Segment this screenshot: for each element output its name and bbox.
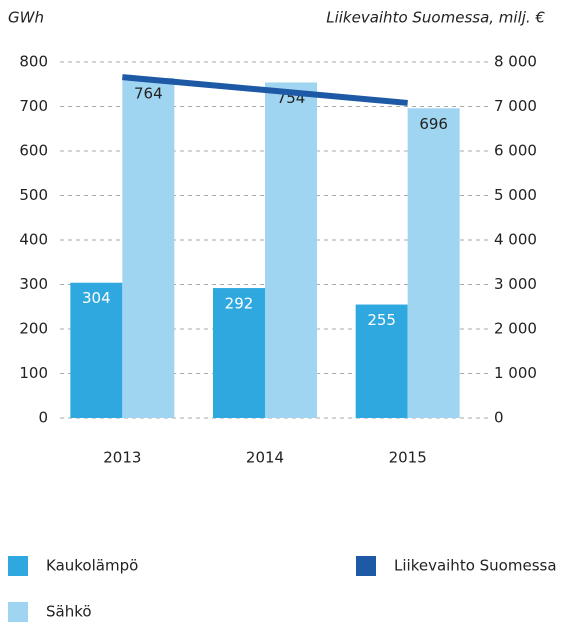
line (122, 74, 408, 106)
bar (265, 82, 317, 418)
y2-tick-label: 1 000 (494, 364, 537, 382)
y2-tick-label: 7 000 (494, 97, 537, 115)
y-tick-label: 0 (38, 409, 48, 427)
bar (355, 304, 408, 418)
legend-label: Sähkö (46, 603, 92, 621)
bar (70, 282, 123, 418)
y2-tick-label: 4 000 (494, 231, 537, 249)
x-tick-label: 2014 (246, 449, 284, 467)
legend-label: Liikevaihto Suomessa (394, 557, 557, 575)
y-tick-label: 600 (19, 142, 48, 160)
data-label: 696 (419, 115, 448, 133)
data-label: 292 (225, 295, 254, 313)
data-label: 764 (134, 85, 163, 103)
y-tick-label: 400 (19, 231, 48, 249)
y-axis-title: GWh (8, 9, 44, 27)
legend-swatch (356, 556, 376, 576)
bar (122, 78, 175, 419)
legend-swatch (8, 556, 28, 576)
y2-tick-label: 0 (494, 409, 504, 427)
y2-tick-label: 5 000 (494, 186, 537, 204)
y-tick-label: 500 (19, 186, 48, 204)
y-tick-label: 200 (19, 320, 48, 338)
bar (213, 288, 265, 418)
data-label: 304 (82, 289, 111, 307)
y-tick-label: 800 (19, 53, 48, 71)
y-tick-label: 100 (19, 364, 48, 382)
data-label: 255 (367, 311, 396, 329)
y2-tick-label: 6 000 (494, 142, 537, 160)
y2-tick-label: 3 000 (494, 275, 537, 293)
x-tick-label: 2015 (389, 449, 427, 467)
bar (407, 108, 460, 418)
legend-swatch (8, 602, 28, 622)
y-tick-label: 700 (19, 97, 48, 115)
legend-label: Kaukolämpö (46, 557, 138, 575)
y2-axis-title: Liikevaihto Suomessa, milj. € (326, 9, 545, 27)
y-tick-label: 300 (19, 275, 48, 293)
y2-tick-label: 8 000 (494, 53, 537, 71)
y2-tick-label: 2 000 (494, 320, 537, 338)
x-tick-label: 2013 (103, 449, 141, 467)
